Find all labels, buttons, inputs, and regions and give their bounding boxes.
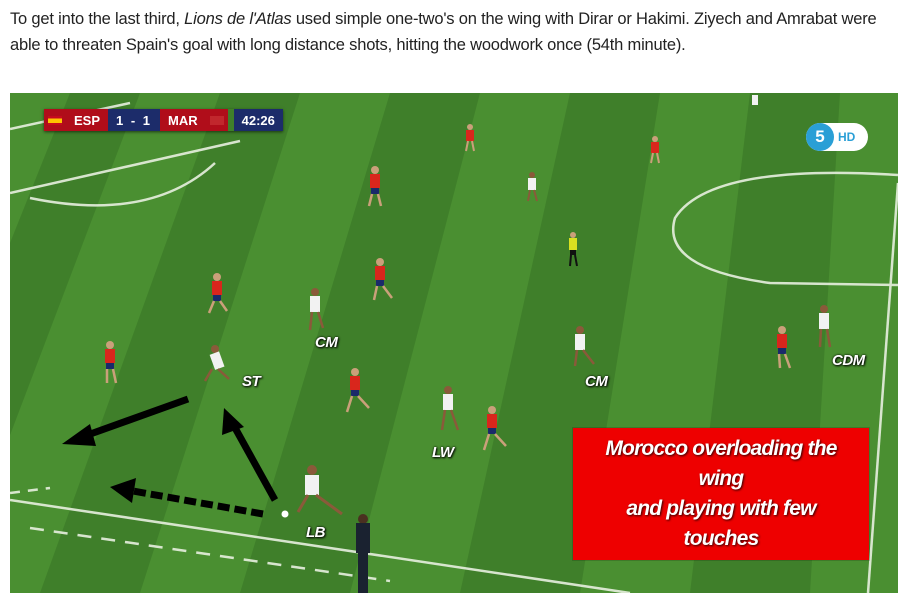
ball-icon: [281, 510, 289, 518]
run-arrow-head-icon: [222, 408, 244, 435]
position-label-cdm: CDM: [832, 352, 865, 369]
spain-flag-icon: [44, 109, 66, 131]
channel-number: 5: [806, 123, 834, 151]
tactical-arrows: [62, 395, 279, 518]
home-team-label: ESP: [66, 109, 109, 131]
position-label-lb: LB: [306, 524, 326, 541]
channel-logo: 5 HD: [806, 123, 868, 151]
pass-arrow-line: [80, 395, 190, 441]
spain-players: [105, 124, 792, 451]
caption-text-end: used simple one-two's on the wing with D…: [10, 10, 877, 54]
callout-box: Morocco overloading the wing and playing…: [573, 428, 869, 560]
callout-text: Morocco overloading the wing and playing…: [605, 437, 837, 550]
dribble-arrow-line: [132, 487, 264, 518]
match-screenshot: ESP 1 - 1 MAR 42:26 5 HD CM ST CM CDM LW…: [10, 93, 898, 593]
caption-text-start: To get into the last third,: [10, 10, 185, 28]
position-label-cm-right: CM: [585, 373, 608, 390]
pitch-lines: [10, 101, 898, 593]
morocco-players: [203, 95, 832, 518]
score-display: 1 - 1: [108, 109, 161, 131]
dribble-arrow-head-icon: [110, 478, 136, 503]
referee-figure: [356, 232, 578, 593]
match-clock: 42:26: [233, 109, 283, 131]
scoreboard: ESP 1 - 1 MAR 42:26: [44, 109, 283, 131]
run-arrow-line: [230, 424, 279, 502]
away-team-label: MAR: [160, 109, 206, 131]
position-label-lw: LW: [432, 444, 454, 461]
article-caption: To get into the last third, Lions de l'A…: [10, 6, 890, 58]
position-label-cm-left: CM: [315, 334, 338, 351]
morocco-flag-icon: [205, 109, 228, 131]
position-label-st: ST: [242, 373, 261, 390]
pass-arrow-head-icon: [62, 424, 96, 446]
channel-hd-label: HD: [838, 130, 856, 144]
caption-italic-team: Lions de l'Atlas: [184, 10, 292, 28]
